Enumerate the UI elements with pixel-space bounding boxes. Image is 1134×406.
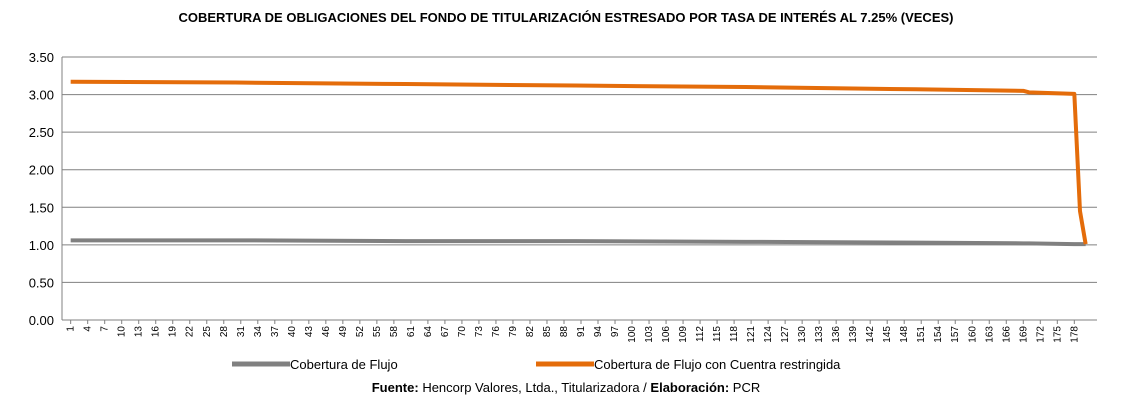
x-tick-label: 124 [763,326,774,343]
x-tick-label: 85 [542,326,553,338]
x-tick-label: 46 [321,326,332,338]
x-tick-label: 91 [576,326,587,338]
x-tick-label: 178 [1069,326,1080,343]
x-tick-label: 142 [865,326,876,343]
y-tick-label: 1.00 [29,238,54,253]
x-tick-label: 172 [1035,326,1046,343]
x-tick-label: 16 [151,326,162,338]
x-tick-label: 37 [270,326,281,338]
x-tick-label: 97 [610,326,621,338]
x-tick-label: 106 [661,326,672,343]
series-line [70,79,1088,245]
x-tick-label: 94 [593,326,604,338]
x-tick-label: 127 [780,326,791,343]
x-tick-label: 58 [389,326,400,338]
x-tick-label: 112 [695,326,706,342]
x-tick-label: 43 [304,326,315,338]
x-tick-label: 1 [66,326,77,332]
x-tick-label: 175 [1052,326,1063,343]
source-text: Hencorp Valores, Ltda., Titularizadora / [422,380,650,395]
x-tick-label: 13 [134,326,145,338]
chart-title: COBERTURA DE OBLIGACIONES DEL FONDO DE T… [178,10,953,25]
y-tick-label: 3.50 [29,50,54,65]
x-tick-label: 109 [678,326,689,343]
x-tick-label: 103 [644,326,655,343]
x-tick-label: 40 [287,326,298,338]
x-tick-label: 64 [423,326,434,338]
x-tick-label: 73 [474,326,485,338]
y-tick-label: 0.50 [29,275,54,290]
y-tick-label: 3.00 [29,88,54,103]
x-tick-label: 148 [899,326,910,343]
x-tick-label: 67 [440,326,451,338]
x-tick-label: 139 [848,326,859,343]
x-tick-label: 163 [984,326,995,343]
x-tick-label: 88 [559,326,570,338]
source-label: Elaboración: [650,380,729,395]
x-tick-label: 28 [219,326,230,338]
source-label: Fuente: [372,380,419,395]
x-tick-label: 145 [882,326,893,343]
x-tick-label: 10 [117,326,128,338]
x-tick-label: 4 [83,326,94,332]
x-tick-label: 118 [729,326,740,342]
x-tick-label: 157 [950,326,961,343]
legend-label: Cobertura de Flujo [290,357,398,372]
legend-label: Cobertura de Flujo con Cuentra restringi… [594,357,841,372]
x-tick-label: 136 [831,326,842,343]
x-tick-label: 22 [185,326,196,338]
x-tick-label: 169 [1018,326,1029,343]
y-tick-label: 0.00 [29,313,54,328]
x-tick-label: 76 [491,326,502,338]
x-tick-label: 19 [168,326,179,338]
x-tick-label: 79 [508,326,519,338]
x-tick-label: 70 [457,326,468,338]
x-tick-label: 52 [355,326,366,338]
x-tick-label: 55 [372,326,383,338]
x-tick-label: 100 [627,326,638,343]
x-tick-label: 82 [525,326,536,338]
x-tick-label: 31 [236,326,247,338]
x-tick-label: 61 [406,326,417,338]
x-tick-label: 130 [797,326,808,343]
source: Fuente: Hencorp Valores, Ltda., Titulari… [372,380,761,395]
x-tick-label: 166 [1001,326,1012,343]
x-tick-label: 160 [967,326,978,343]
y-tick-label: 2.00 [29,163,54,178]
x-tick-label: 49 [338,326,349,338]
x-tick-label: 133 [814,326,825,343]
series-line [70,238,1086,247]
x-tick-label: 151 [916,326,927,343]
x-tick-label: 25 [202,326,213,338]
x-tick-label: 115 [712,326,723,342]
source-text: PCR [733,380,760,395]
x-tick-label: 121 [746,326,757,343]
x-tick-label: 7 [100,326,111,332]
y-tick-label: 1.50 [29,200,54,215]
x-tick-label: 154 [933,326,944,343]
x-tick-label: 34 [253,326,264,338]
y-tick-label: 2.50 [29,125,54,140]
